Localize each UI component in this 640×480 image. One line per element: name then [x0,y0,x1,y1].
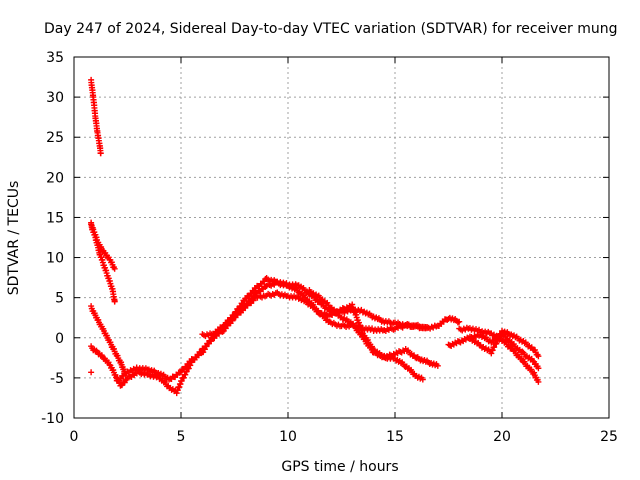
data-point-plus [529,357,536,364]
y-tick-label: -5 [50,371,64,387]
y-tick-label: 10 [46,251,64,267]
data-point-plus [535,353,542,360]
x-tick-label: 15 [386,429,404,445]
axis-ticks: 0 5 10 15 20 25 -10 -5 0 5 10 15 20 25 30 35 [41,50,618,445]
x-tick-label: 20 [493,429,511,445]
data-point-plus [262,283,269,290]
y-axis-label: SDTVAR / TECUs [6,181,22,296]
y-tick-label: 25 [46,130,64,146]
data-point-plus [424,325,431,332]
y-tick-label: 20 [46,170,64,186]
data-point-plus [535,378,542,385]
data-point-plus [88,369,95,376]
data-point-plus [178,377,185,384]
data-point-plus [496,334,503,341]
data-point-plus [508,344,515,351]
data-point-plus [419,376,426,383]
data-points [88,76,542,397]
x-tick-label: 25 [600,429,618,445]
data-point-plus [488,350,495,357]
data-point-plus [176,369,183,376]
y-tick-label: -10 [41,411,64,427]
x-tick-label: 10 [279,429,297,445]
data-point-plus [97,150,104,157]
data-point-plus [111,265,118,272]
x-tick-label: 0 [70,429,79,445]
data-point-plus [434,362,441,369]
y-tick-label: 0 [55,331,64,347]
grid-lines [74,57,609,418]
data-point-plus [106,361,113,368]
data-point-plus [456,318,463,325]
data-point-plus [182,371,189,378]
chart-title: Day 247 of 2024, Sidereal Day-to-day VTE… [44,21,618,37]
x-tick-label: 5 [177,429,186,445]
data-point-plus [219,324,226,331]
plot-frame [73,56,610,419]
data-point-plus [519,348,526,355]
x-axis-label: GPS time / hours [281,459,398,475]
data-point-plus [180,374,187,381]
y-tick-label: 15 [46,210,64,226]
data-point-plus [493,340,500,347]
data-point-plus [489,347,496,354]
data-point-plus [494,337,501,344]
data-point-plus [111,297,118,304]
y-tick-label: 35 [46,50,64,66]
data-point-plus [491,344,498,351]
y-tick-label: 30 [46,90,64,106]
y-tick-label: 5 [55,291,64,307]
plot-border [73,56,610,419]
data-point-plus [535,365,542,372]
